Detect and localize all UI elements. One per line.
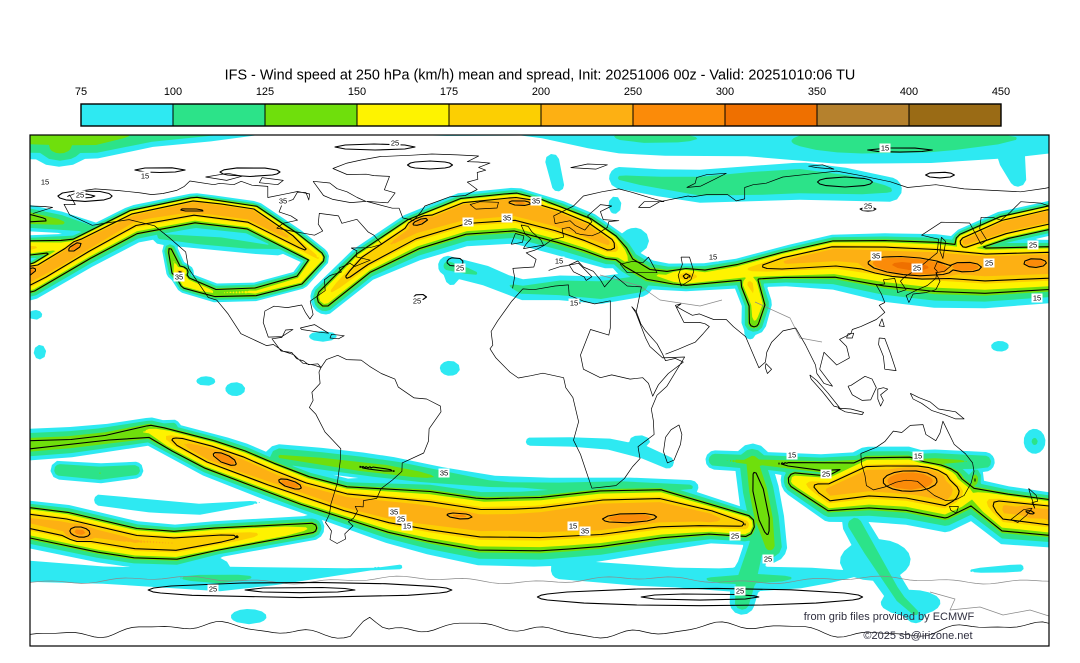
svg-text:25: 25 <box>985 259 993 268</box>
svg-text:400: 400 <box>900 86 918 98</box>
svg-text:200: 200 <box>532 86 550 98</box>
svg-text:250: 250 <box>624 86 642 98</box>
svg-text:25: 25 <box>731 532 739 541</box>
svg-text:15: 15 <box>569 522 577 531</box>
svg-text:15: 15 <box>788 451 796 460</box>
svg-text:125: 125 <box>256 86 274 98</box>
svg-text:15: 15 <box>1033 294 1041 303</box>
svg-text:450: 450 <box>992 86 1010 98</box>
svg-text:35: 35 <box>390 508 398 517</box>
svg-text:25: 25 <box>391 139 399 148</box>
svg-text:©2025 sb@irizone.net: ©2025 sb@irizone.net <box>863 630 972 642</box>
svg-text:25: 25 <box>864 202 872 211</box>
svg-text:25: 25 <box>456 264 464 273</box>
svg-text:25: 25 <box>413 297 421 306</box>
svg-text:15: 15 <box>709 253 717 262</box>
svg-text:25: 25 <box>209 585 217 594</box>
svg-text:IFS - Wind speed at 250 hPa (k: IFS - Wind speed at 250 hPa (km/h) mean … <box>225 68 856 84</box>
svg-text:175: 175 <box>440 86 458 98</box>
svg-text:15: 15 <box>881 144 889 153</box>
svg-text:35: 35 <box>440 469 448 478</box>
svg-text:25: 25 <box>1029 241 1037 250</box>
svg-text:15: 15 <box>570 299 578 308</box>
svg-text:15: 15 <box>403 522 411 531</box>
svg-text:75: 75 <box>75 86 87 98</box>
svg-text:350: 350 <box>808 86 826 98</box>
svg-text:25: 25 <box>913 264 921 273</box>
svg-text:from grib files provided by EC: from grib files provided by ECMWF <box>804 611 975 623</box>
svg-text:15: 15 <box>555 257 563 266</box>
svg-text:35: 35 <box>581 527 589 536</box>
svg-text:25: 25 <box>764 555 772 564</box>
svg-text:15: 15 <box>41 178 49 187</box>
svg-text:300: 300 <box>716 86 734 98</box>
svg-text:35: 35 <box>503 214 511 223</box>
svg-text:35: 35 <box>175 273 183 282</box>
svg-text:35: 35 <box>532 197 540 206</box>
svg-text:25: 25 <box>397 515 405 524</box>
svg-text:100: 100 <box>164 86 182 98</box>
svg-text:35: 35 <box>872 252 880 261</box>
svg-text:25: 25 <box>76 191 84 200</box>
svg-text:15: 15 <box>914 452 922 461</box>
svg-text:150: 150 <box>348 86 366 98</box>
svg-text:35: 35 <box>279 197 287 206</box>
svg-text:15: 15 <box>141 172 149 181</box>
svg-text:25: 25 <box>822 470 830 479</box>
svg-text:25: 25 <box>736 587 744 596</box>
svg-text:25: 25 <box>464 218 472 227</box>
